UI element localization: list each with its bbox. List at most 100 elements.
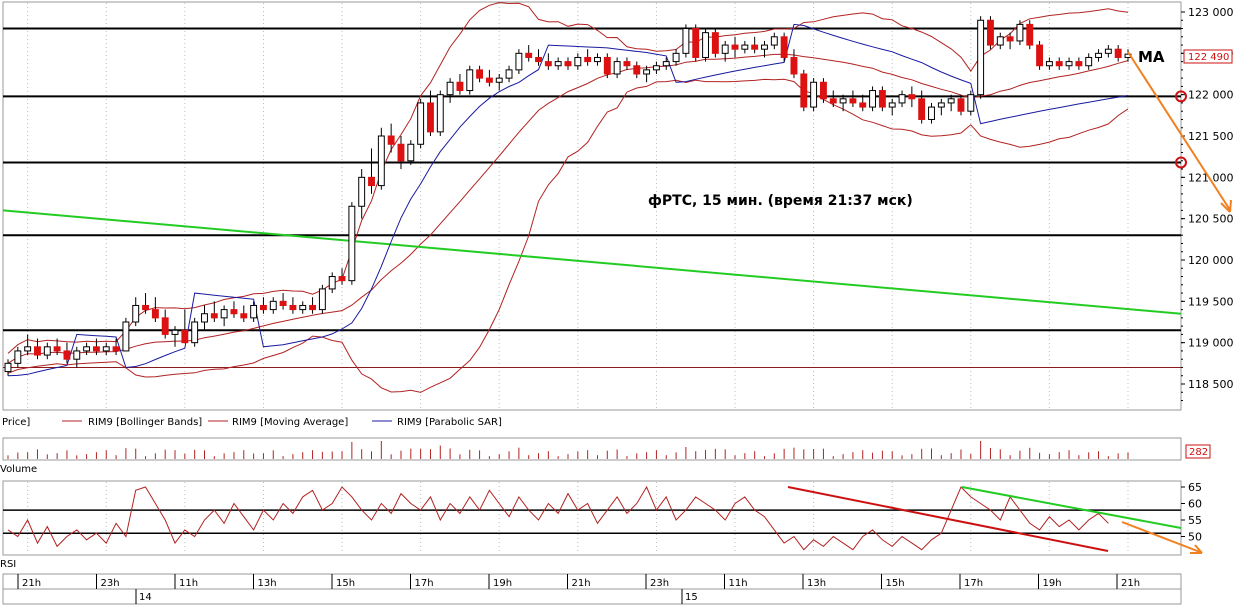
candle-body bbox=[63, 350, 71, 360]
candle-body bbox=[1075, 61, 1083, 67]
candle-body bbox=[928, 106, 935, 120]
vertical-grid bbox=[27, 3, 1129, 554]
candle-body bbox=[151, 309, 159, 319]
candle-body bbox=[761, 44, 768, 50]
candle-body bbox=[73, 350, 81, 360]
candle-body bbox=[1026, 23, 1034, 46]
last-price-label: 122 490 bbox=[1188, 52, 1229, 63]
time-label: 19h bbox=[493, 578, 512, 589]
candle-body bbox=[544, 61, 552, 67]
projection-arrows bbox=[1121, 51, 1232, 554]
candle-body bbox=[721, 44, 729, 54]
legend: Price] RIM9 [Bollinger Bands] RIM9 [Movi… bbox=[2, 417, 502, 428]
candle-body bbox=[898, 94, 906, 104]
price-tick-label: 118 500 bbox=[1188, 378, 1234, 391]
green-trendline bbox=[2, 209, 1182, 315]
time-label: 19h bbox=[1043, 578, 1062, 589]
bollinger-upper bbox=[7, 2, 1129, 354]
candle-body bbox=[476, 69, 484, 79]
candle-body bbox=[1036, 44, 1044, 67]
candle-body bbox=[574, 56, 582, 67]
candle-body bbox=[142, 304, 149, 311]
date-label: 14 bbox=[139, 592, 152, 603]
candle-body bbox=[368, 176, 375, 187]
time-label: 17h bbox=[415, 578, 434, 589]
price-tick-label: 119 000 bbox=[1188, 337, 1234, 350]
candle-body bbox=[417, 102, 425, 145]
candle-body bbox=[446, 81, 454, 96]
candle-body bbox=[996, 36, 1004, 46]
candle-body bbox=[1085, 56, 1093, 67]
candle-body bbox=[918, 98, 926, 120]
candle-body bbox=[672, 52, 680, 63]
candle-body bbox=[348, 205, 356, 282]
target-circle bbox=[1175, 156, 1187, 169]
legend-price-label: Price] bbox=[2, 417, 30, 428]
candle-body bbox=[682, 28, 690, 54]
rsi-projection-line bbox=[1121, 521, 1201, 553]
candle-body bbox=[83, 346, 91, 352]
rsi-panel-label: RSI bbox=[0, 559, 16, 570]
candle-body bbox=[1016, 23, 1024, 42]
rsi-tick-label: 65 bbox=[1188, 481, 1202, 494]
candle-body bbox=[338, 276, 346, 282]
time-label: 11h bbox=[729, 578, 748, 589]
time-label: 13h bbox=[258, 578, 277, 589]
candle-body bbox=[112, 346, 120, 352]
candle-body bbox=[554, 61, 562, 67]
candle-body bbox=[14, 350, 22, 364]
candle-body bbox=[947, 98, 955, 104]
price-tick-label: 121 500 bbox=[1188, 130, 1234, 143]
time-label: 21h bbox=[572, 578, 591, 589]
time-label: 11h bbox=[179, 578, 198, 589]
candle-body bbox=[633, 65, 641, 75]
candle-body bbox=[279, 300, 287, 306]
candle-body bbox=[859, 102, 867, 108]
price-tick-label: 123 000 bbox=[1188, 6, 1234, 19]
time-label: 15h bbox=[336, 578, 355, 589]
candle-body bbox=[485, 77, 493, 83]
candle-body bbox=[662, 61, 670, 67]
candle-body bbox=[819, 81, 827, 100]
candle-body bbox=[770, 36, 778, 46]
date-label: 15 bbox=[685, 592, 698, 603]
candle-body bbox=[358, 176, 366, 207]
candle-body bbox=[888, 102, 896, 108]
bollinger-lower bbox=[7, 78, 1129, 393]
candle-body bbox=[1104, 48, 1112, 54]
candle-body bbox=[318, 288, 326, 311]
candlesticks bbox=[4, 16, 1132, 376]
candle-body bbox=[201, 313, 208, 323]
time-label: 23h bbox=[650, 578, 669, 589]
candle-body bbox=[751, 44, 759, 50]
candle-body bbox=[623, 61, 631, 67]
rsi-tick-label: 50 bbox=[1188, 531, 1202, 544]
last-price-tag bbox=[1183, 49, 1233, 64]
candle-body bbox=[377, 135, 385, 187]
candle-body bbox=[741, 44, 749, 50]
candle-body bbox=[132, 304, 140, 323]
candle-body bbox=[564, 61, 572, 67]
candle-body bbox=[711, 32, 719, 54]
candle-body bbox=[436, 94, 444, 133]
time-label: 21h bbox=[1121, 578, 1140, 589]
candle-body bbox=[878, 90, 886, 108]
candle-body bbox=[1055, 61, 1063, 67]
candle-body bbox=[34, 346, 41, 356]
candle-body bbox=[692, 28, 700, 58]
projection-line bbox=[1127, 51, 1231, 211]
price-tick-label: 122 000 bbox=[1188, 89, 1234, 102]
time-label: 13h bbox=[807, 578, 826, 589]
candle-body bbox=[957, 98, 965, 112]
rsi-green-trend bbox=[961, 486, 1182, 529]
candle-body bbox=[643, 69, 651, 75]
candle-body bbox=[505, 69, 513, 79]
volume-panel-label: Volume bbox=[0, 464, 37, 475]
time-label: 15h bbox=[886, 578, 905, 589]
candle-body bbox=[1045, 61, 1053, 67]
candle-body bbox=[24, 346, 32, 352]
rsi-tick-label: 60 bbox=[1188, 498, 1202, 511]
candle-body bbox=[967, 94, 975, 112]
candle-body bbox=[240, 313, 248, 319]
candle-body bbox=[535, 56, 542, 63]
